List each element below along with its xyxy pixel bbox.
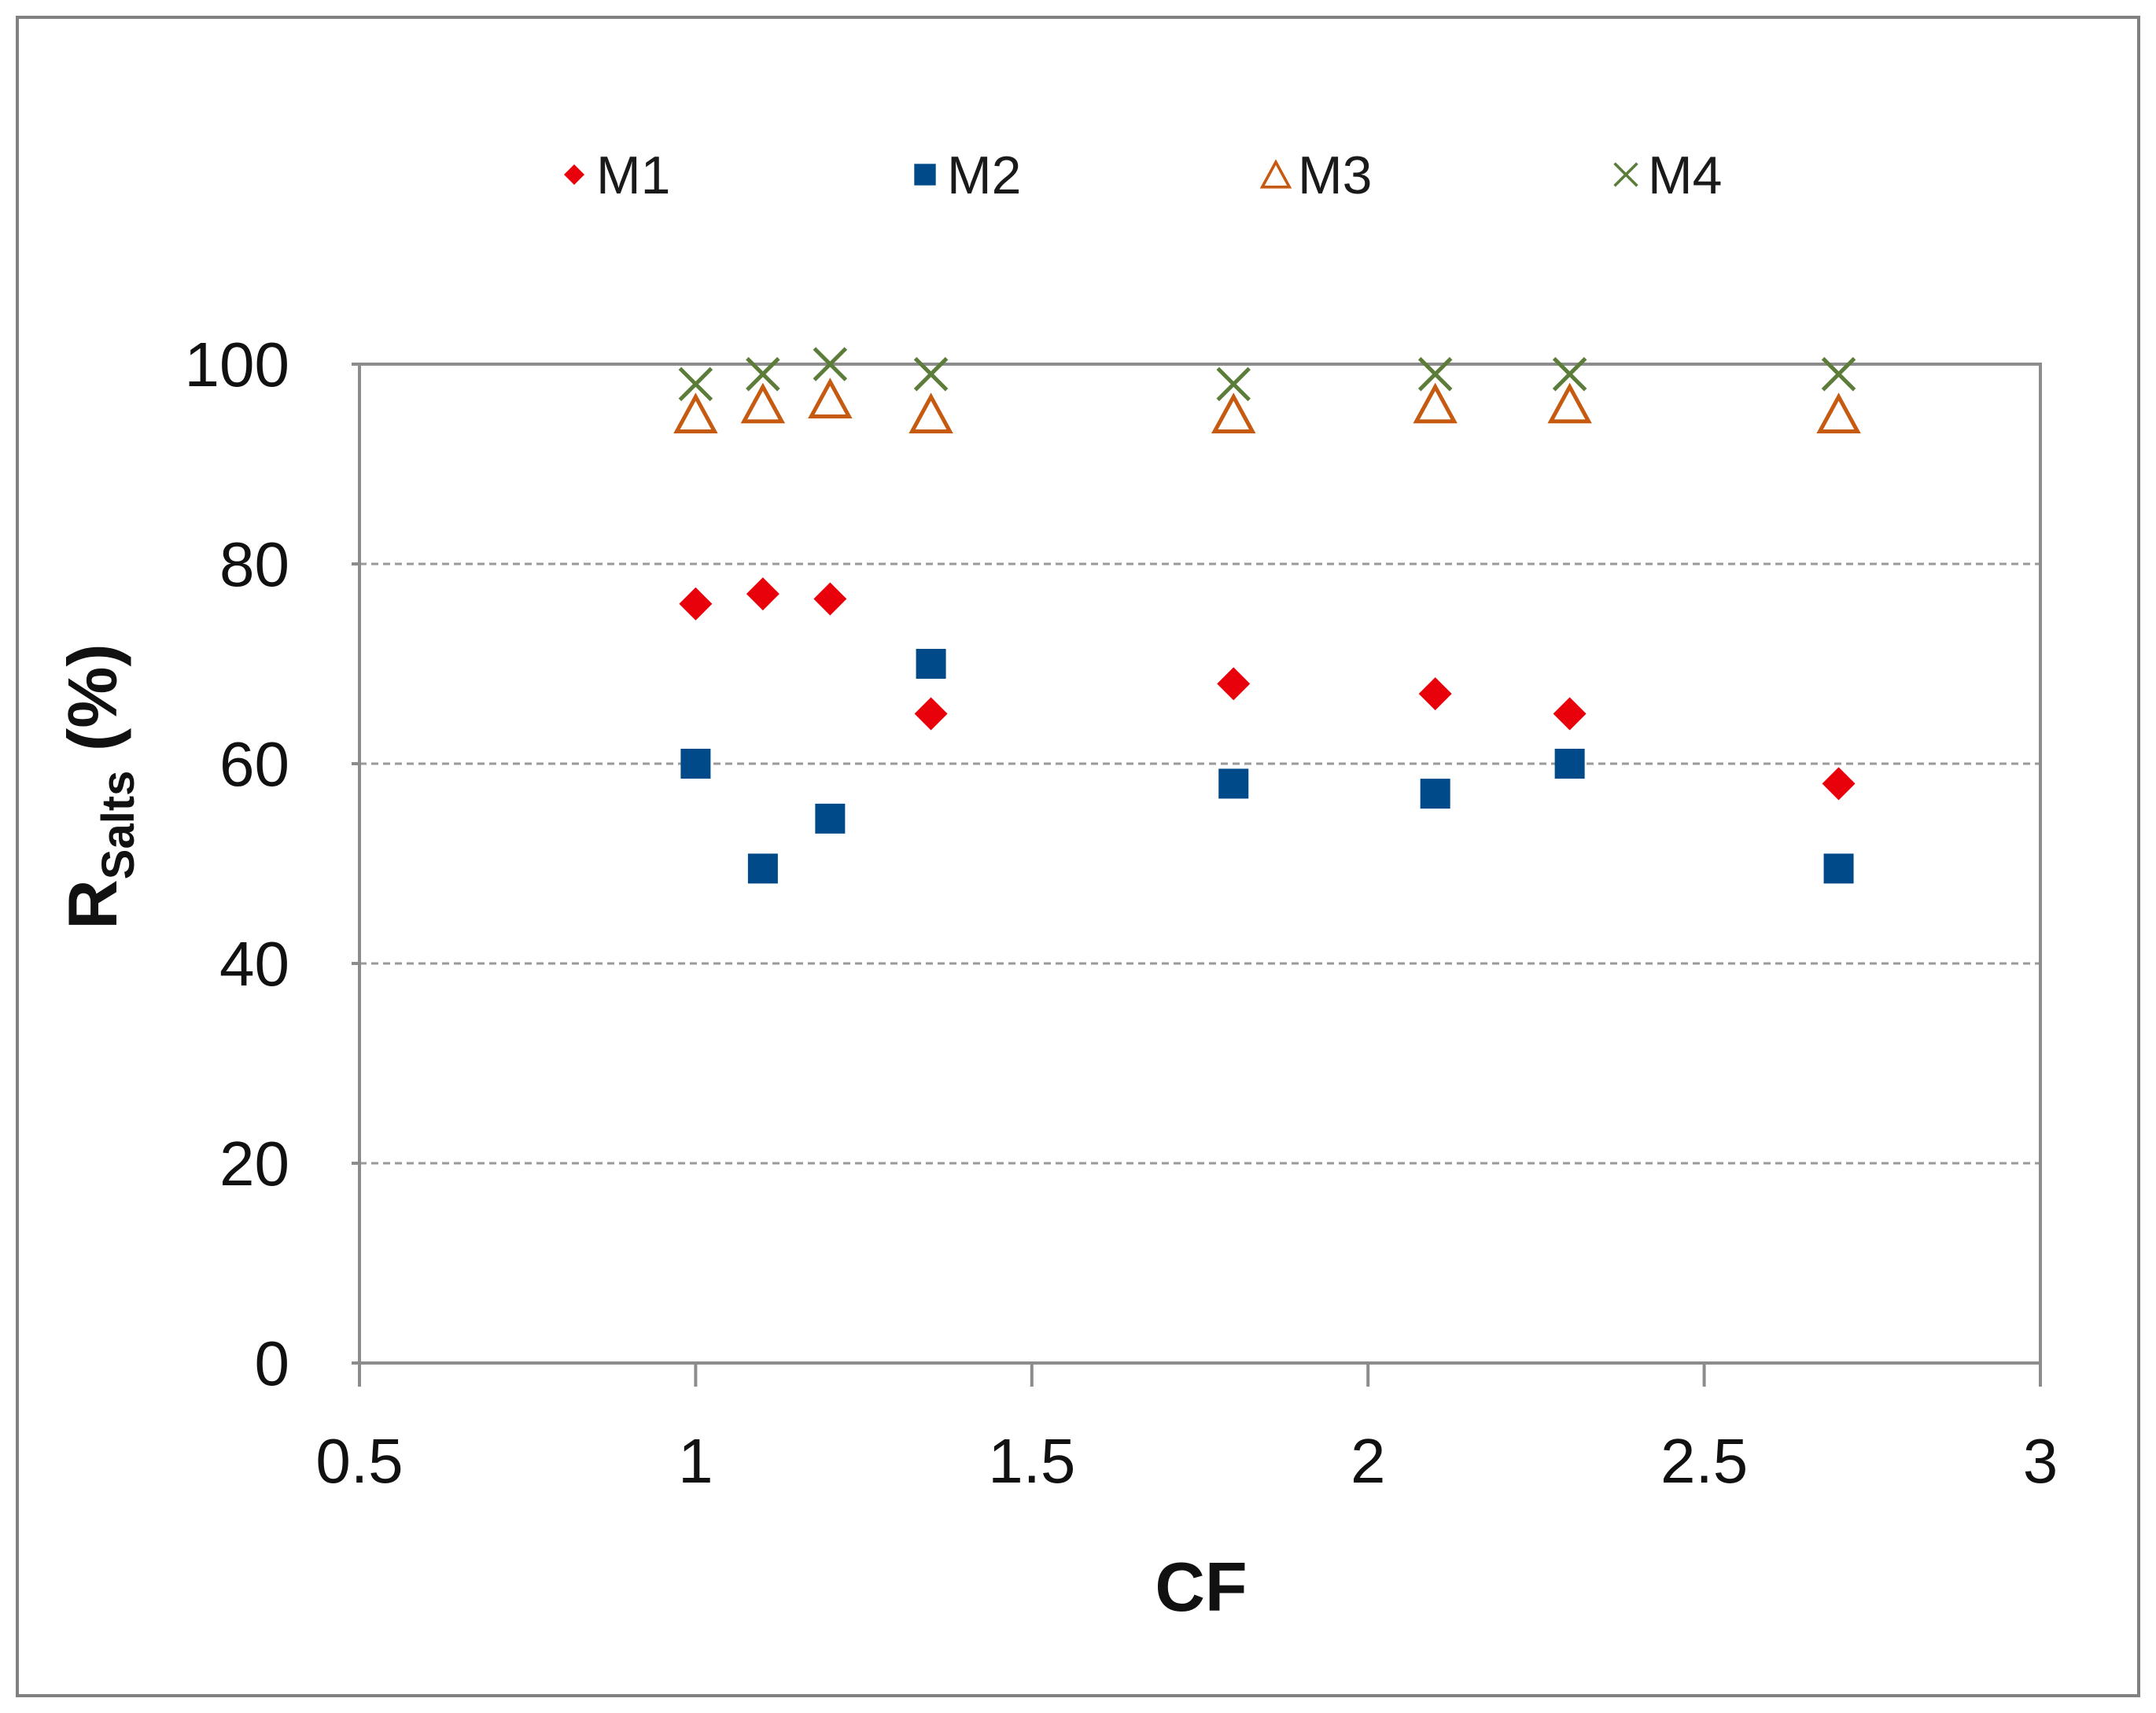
y-axis-title-main: R	[53, 879, 131, 930]
y-tick-label: 40	[219, 929, 289, 999]
point-m3	[1816, 392, 1861, 433]
point-m2	[1554, 749, 1585, 779]
series-m1	[679, 577, 1856, 801]
legend-label: M3	[1298, 146, 1372, 205]
point-m3	[908, 392, 953, 433]
legend-item-m4: M4	[1613, 146, 1722, 205]
point-m2	[916, 649, 946, 679]
point-m4	[813, 347, 848, 381]
figure-frame	[16, 16, 2140, 1697]
legend-marker-m2	[914, 164, 936, 186]
legend-marker-m3	[1259, 159, 1292, 189]
legend-label: M1	[596, 146, 670, 205]
legend-symbol	[1613, 162, 1638, 187]
x-tick-labels: 0.5 1 1.5 2 2.5 3	[315, 1426, 2058, 1496]
point-m1	[813, 582, 847, 616]
legend-label: M4	[1648, 146, 1722, 205]
x-axis-title: CF	[1155, 1548, 1247, 1626]
x-tick-label: 1	[678, 1426, 713, 1496]
point-m4	[678, 367, 713, 402]
plot-area	[358, 363, 2042, 1365]
legend-item-m3: M3	[1259, 146, 1372, 205]
point-m3	[1547, 382, 1592, 424]
legend-symbol	[1259, 159, 1292, 189]
point-m2	[1420, 779, 1450, 809]
y-tick-label: 100	[185, 330, 289, 400]
axis-ticks	[352, 363, 2042, 1387]
point-m3	[740, 382, 786, 424]
y-tick-label: 60	[219, 729, 289, 799]
point-m1	[679, 587, 713, 621]
point-m4	[1821, 356, 1856, 392]
x-tick-label: 1.5	[988, 1426, 1075, 1496]
point-m3	[1413, 382, 1458, 424]
point-m1	[1553, 697, 1587, 731]
legend-label: M2	[947, 146, 1021, 205]
point-m4	[1552, 356, 1587, 392]
point-m4	[1216, 367, 1251, 402]
point-m2	[680, 749, 711, 779]
point-m3	[1211, 392, 1256, 433]
point-m1	[746, 577, 779, 611]
y-tick-label: 80	[219, 529, 289, 599]
point-m1	[914, 697, 948, 731]
x-tick-label: 3	[2023, 1426, 2058, 1496]
y-tick-label: 20	[219, 1129, 289, 1199]
legend-symbol	[914, 164, 936, 186]
y-tick-labels: 0 20 40 60 80 100	[185, 330, 289, 1398]
point-m2	[815, 803, 846, 834]
series-m4	[678, 347, 1856, 402]
grid-lines	[359, 562, 2040, 1165]
y-axis-title: RSalts (%)	[53, 643, 144, 930]
x-tick-label: 2.5	[1660, 1426, 1748, 1496]
point-m2	[1823, 853, 1854, 884]
point-m4	[746, 356, 780, 392]
point-m3	[808, 378, 853, 418]
legend: M1 M2 M3 M4	[563, 146, 1722, 205]
x-tick-label: 2	[1351, 1426, 1386, 1496]
y-axis-title-subscript: Salts	[93, 771, 144, 880]
point-m1	[1418, 677, 1452, 711]
point-m4	[913, 356, 949, 392]
y-tick-label: 0	[255, 1328, 290, 1398]
y-axis-title-suffix: (%)	[53, 643, 131, 770]
point-m1	[1822, 767, 1856, 801]
data-markers	[673, 347, 1861, 884]
legend-marker-m4	[1613, 162, 1638, 187]
point-m2	[1218, 768, 1249, 799]
point-m4	[1417, 356, 1453, 392]
point-m3	[673, 392, 718, 433]
legend-item-m2: M2	[914, 146, 1021, 205]
point-m2	[747, 853, 778, 884]
series-m3	[673, 378, 1861, 433]
point-m1	[1217, 667, 1251, 701]
series-m2	[680, 649, 1854, 884]
x-tick-label: 0.5	[315, 1426, 403, 1496]
